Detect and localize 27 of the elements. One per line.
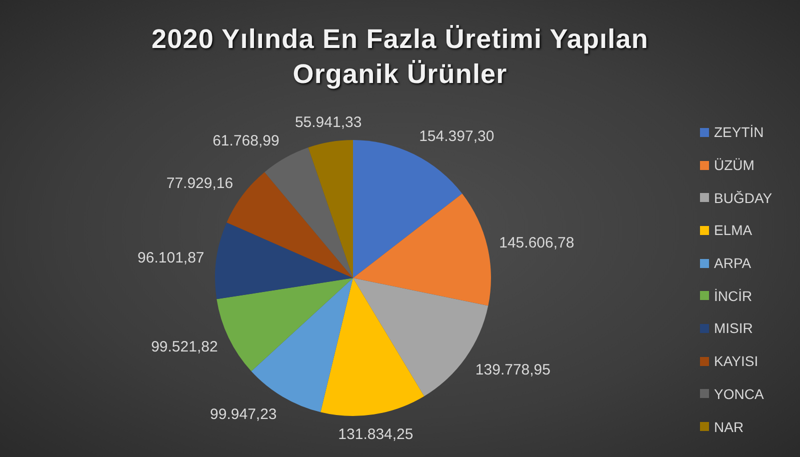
legend-label: ÜZÜM [714, 157, 754, 174]
data-label: 99.521,82 [151, 338, 218, 356]
pie-slice [264, 147, 353, 278]
legend-label: KAYISI [714, 353, 758, 370]
data-label: 77.929,16 [166, 175, 234, 192]
data-label: 154.397,30 [419, 128, 494, 146]
pie-slice [353, 194, 491, 306]
data-label: 139.778,95 [475, 361, 551, 378]
legend-label: ARPA [714, 255, 752, 272]
legend-label: NAR [714, 418, 744, 435]
chart-title: 2020 Yılında En Fazla Üretimi Yapılan Organik Ürünler [150, 23, 650, 91]
legend-label: İNCİR [714, 288, 752, 304]
pie-slice [215, 222, 353, 300]
pie-slice [320, 278, 424, 416]
data-label: 145.606,78 [499, 234, 574, 252]
data-label: 96.101,87 [138, 249, 204, 266]
legend-label: BUĞDAY [714, 190, 772, 206]
pie-slice [308, 140, 353, 278]
data-label: 99.947,23 [210, 406, 277, 424]
data-label: 61.768,99 [212, 132, 280, 150]
pie-slice [216, 278, 353, 372]
legend-label: ZEYTİN [714, 124, 764, 140]
legend-label: ELMA [714, 222, 752, 238]
legend-label: MISIR [714, 320, 753, 336]
data-label: 55.941,33 [294, 114, 362, 132]
legend-label: YONCA [714, 386, 764, 402]
data-label: 131.834,25 [338, 426, 414, 444]
